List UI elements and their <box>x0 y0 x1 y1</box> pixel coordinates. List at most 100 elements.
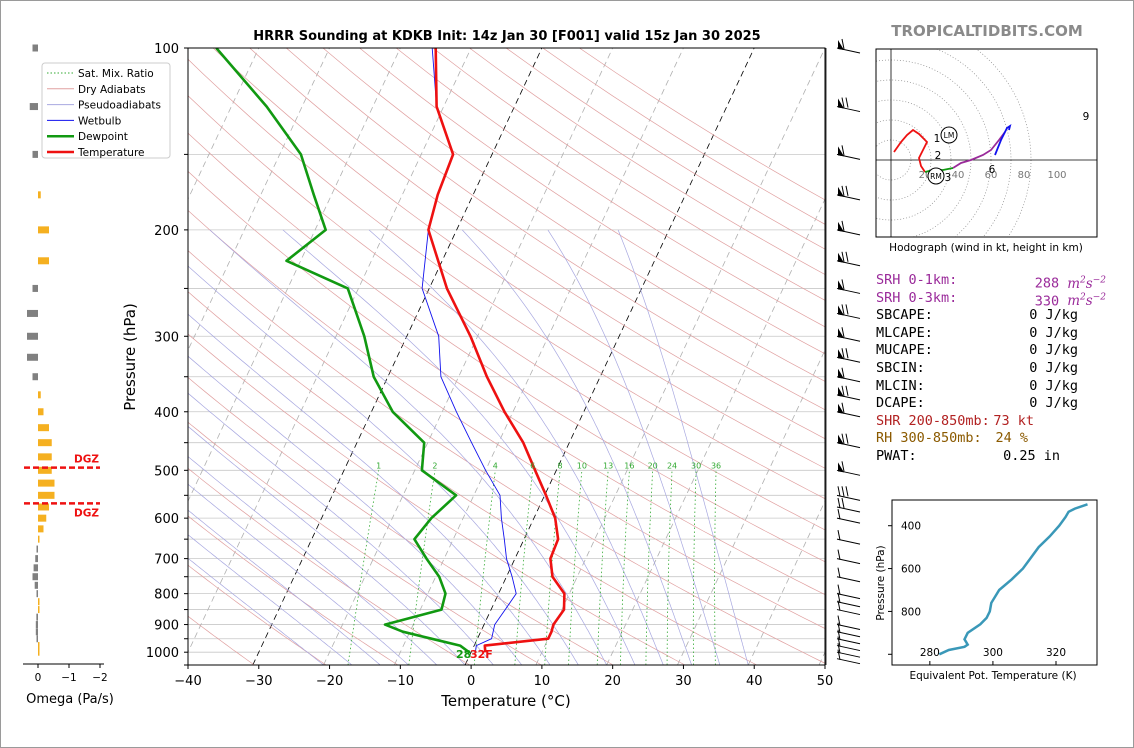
skewt-series-group <box>215 48 566 654</box>
wind-barb <box>836 517 861 524</box>
omega-bar <box>35 555 38 563</box>
dry-adiabat <box>188 333 686 665</box>
wind-barb-feather <box>837 549 841 560</box>
omega-bar <box>29 103 38 111</box>
wind-barb-feather <box>841 279 845 290</box>
y-tick-label: 200 <box>154 224 179 239</box>
wind-barb-flag <box>838 386 844 397</box>
y-tick-label: 800 <box>154 588 179 603</box>
isotherm-line <box>747 500 825 665</box>
wind-barb-feather <box>837 486 841 497</box>
omega-tick-label: 0 <box>35 672 42 684</box>
dry-adiabat <box>188 95 825 531</box>
x-tick-label: 10 <box>534 674 551 689</box>
wind-barb-feather <box>841 433 845 444</box>
dry-adiabat <box>188 58 825 500</box>
param-srh1-value: 288 <box>1034 275 1060 292</box>
wind-barb-flag <box>838 146 844 157</box>
dry-adiabat <box>432 48 825 301</box>
dry-adiabat <box>188 291 757 665</box>
wind-barb-feather <box>837 643 841 654</box>
param-sbcape-value: 0 J/kg <box>1029 307 1078 324</box>
isotherm-line <box>535 48 825 665</box>
theta-e-line-group <box>938 503 1088 656</box>
wind-barb-feather <box>841 497 845 509</box>
dewpoint-profile <box>215 48 470 654</box>
wind-barb-feather <box>837 636 841 647</box>
wind-barb-feather <box>841 385 845 396</box>
wind-barb-feather <box>841 367 845 378</box>
param-shr-label: SHR 200-850mb: <box>876 412 990 429</box>
watermark: TROPICALTIDBITS.COM <box>891 22 1083 40</box>
storm-motion-label: LM <box>944 131 955 140</box>
param-pwat-value: 0.25 in <box>1003 447 1060 464</box>
srh1-unit-m: m <box>1067 275 1081 292</box>
param-mlcape-label: MLCAPE: <box>876 324 933 341</box>
param-srh1-value-wrap: 288 m2s−2 <box>1034 272 1106 292</box>
skewt-panel: −40 −30 −20 −10 0 10 20 30 40 5010020030040050060… <box>0 29 861 710</box>
wind-barb-feather <box>837 584 841 595</box>
chart-title: HRRR Sounding at KDKB Init: 14z Jan 30 [… <box>253 29 760 44</box>
wind-barb-flag <box>838 403 844 414</box>
dry-adiabat <box>249 48 825 440</box>
wind-barb-feather <box>837 622 841 633</box>
wind-barb <box>836 651 861 658</box>
omega-bar <box>38 466 52 474</box>
wind-barb-flag <box>838 434 844 445</box>
wind-barb-feather <box>837 592 841 603</box>
theta-e-x-axis-label: Equivalent Pot. Temperature (K) <box>909 670 1076 682</box>
omega-bar <box>38 598 40 606</box>
omega-bar <box>38 226 49 234</box>
wind-barb <box>836 609 861 616</box>
dry-adiabat <box>322 48 825 382</box>
hodograph-height-label: 2 <box>935 150 942 162</box>
mixing-ratio-label: 2 <box>432 461 437 470</box>
pseudoadiabat <box>188 509 381 665</box>
omega-panel: DGZ DGZ 0 −1 −2 Omega (Pa/s) <box>23 44 114 707</box>
dgz-label: DGZ <box>74 454 99 466</box>
mixing-ratio-label: 20 <box>648 461 658 470</box>
wind-barb <box>836 506 861 513</box>
x-tick-label: 0 <box>467 674 475 689</box>
param-dcape-value: 0 J/kg <box>1029 395 1078 412</box>
mixing-ratio-label: 4 <box>493 461 498 470</box>
wind-barb-feather <box>841 304 845 315</box>
hodograph-lines: 1 23 6 9 LM RM <box>893 111 1089 185</box>
hodograph-rings: 20 40 60 80 100 <box>876 49 1097 237</box>
hodograph-ring-label: 60 <box>985 170 998 181</box>
wind-barb-feather <box>845 251 849 262</box>
mixing-ratio-line <box>347 470 380 665</box>
wind-barb-flag <box>838 186 844 197</box>
mixing-ratio-line <box>408 470 436 665</box>
param-shr-value: 73 kt <box>993 412 1034 429</box>
wind-barb <box>836 576 861 583</box>
wind-barbs <box>825 38 861 665</box>
srh3-unit-m: m <box>1067 293 1081 310</box>
param-mlcape: MLCAPE: 0 J/kg <box>876 325 1106 343</box>
pseudoadiabat <box>368 229 664 665</box>
pseudoadiabat <box>188 534 353 665</box>
hodograph-height-label: 1 <box>934 133 941 145</box>
isotherm-line <box>677 349 825 665</box>
omega-dgz: DGZ DGZ <box>24 454 100 519</box>
mixing-ratio-labels: 1 2 4 6 8 10 13 16 20 24 30 36 <box>376 461 721 470</box>
wind-barb-flag <box>838 98 844 109</box>
mixing-ratio-line <box>596 470 609 665</box>
omega-bar <box>38 453 52 461</box>
dry-adiabat <box>188 209 825 629</box>
param-srh3-unit: m2s−2 <box>1067 293 1106 310</box>
mixing-ratio-line <box>714 470 717 665</box>
omega-bar <box>38 648 40 656</box>
param-sbcape: SBCAPE: 0 J/kg <box>876 307 1106 325</box>
isotherm-line <box>464 48 755 665</box>
pseudoadiabat <box>188 557 324 665</box>
wind-barb <box>836 658 861 665</box>
mixing-ratio-label: 16 <box>624 461 634 470</box>
isotherm-line <box>252 48 543 665</box>
mixing-ratio-label: 36 <box>711 461 721 470</box>
omega-ticks: 0 −1 −2 <box>35 664 108 684</box>
hodograph-ring-label: 100 <box>1047 170 1066 181</box>
isotherm-line <box>0 48 46 665</box>
param-mlcin: MLCIN: 0 J/kg <box>876 378 1106 396</box>
wind-barb <box>836 638 861 645</box>
